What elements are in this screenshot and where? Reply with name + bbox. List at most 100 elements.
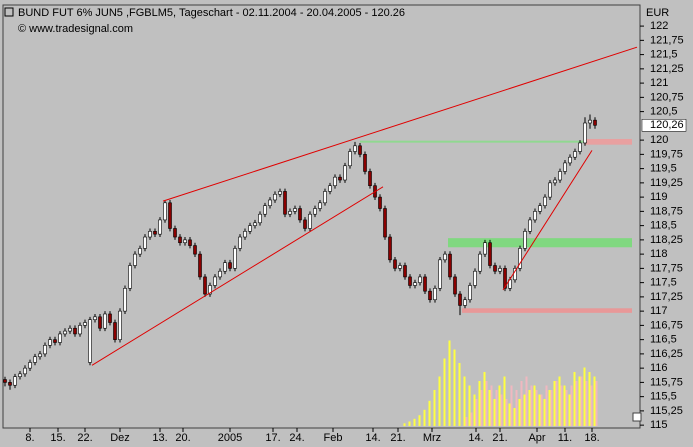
volume-bar — [583, 367, 586, 426]
candle-body — [358, 145, 362, 155]
candle-body — [463, 299, 467, 306]
candle-body — [248, 225, 252, 232]
candle-body — [103, 313, 107, 329]
volume-bar — [498, 385, 501, 426]
volume-bar — [463, 376, 466, 426]
candle-body — [498, 268, 502, 272]
candle-body — [273, 193, 277, 201]
candle-body — [283, 191, 287, 215]
last-price-box — [641, 119, 687, 132]
candle-body — [518, 248, 522, 269]
y-tick-label: 119,25 — [650, 177, 683, 189]
y-tick-label: 119 — [650, 191, 668, 203]
volume-bar — [508, 403, 511, 426]
x-tick-label: 14. — [468, 432, 483, 444]
candle-body — [253, 222, 257, 226]
y-tick-label: 118,5 — [650, 220, 677, 232]
candle-body — [438, 259, 442, 289]
candle-body — [123, 288, 127, 312]
volume-bar — [580, 376, 583, 426]
candle-body — [48, 339, 52, 346]
candle-body — [443, 253, 447, 261]
candle-body — [398, 265, 402, 269]
volume-bar — [483, 372, 486, 426]
candle-body — [378, 196, 382, 209]
candle-body — [478, 253, 482, 272]
volume-bar — [545, 385, 548, 426]
candle-body — [328, 185, 332, 192]
candle-body — [198, 253, 202, 278]
volume-bar — [468, 385, 471, 426]
x-tick-label: 22. — [77, 432, 92, 444]
candle-body — [468, 285, 472, 301]
x-tick-label: 2005 — [218, 432, 242, 444]
candle-body — [538, 205, 542, 212]
candle-body — [353, 145, 357, 152]
volume-bar — [520, 381, 523, 426]
volume-bar — [408, 421, 411, 426]
candle-body — [298, 208, 302, 221]
candle-body — [83, 322, 87, 326]
volume-bar — [515, 390, 518, 426]
volume-bar — [570, 385, 573, 426]
x-tick-label: 18. — [584, 432, 599, 444]
candle-body — [38, 353, 42, 358]
candle-body — [168, 202, 172, 229]
candle-body — [383, 208, 387, 238]
candle-body — [483, 242, 487, 255]
y-tick-label: 117,75 — [650, 262, 683, 274]
x-tick-label: Mrz — [423, 432, 441, 444]
volume-bar — [485, 381, 488, 426]
candle-body — [268, 199, 272, 206]
candle-body — [323, 191, 327, 204]
volume-bar — [470, 412, 473, 426]
candle-body — [548, 182, 552, 198]
volume-bar — [433, 390, 436, 426]
volume-bar — [448, 340, 451, 426]
volume-bar — [555, 381, 558, 426]
chart-title: BUND FUT 6% JUN5 ,FGBLM5, Tageschart - 0… — [18, 7, 405, 19]
volume-bar — [480, 390, 483, 426]
candle-body — [578, 142, 582, 152]
candle-body — [413, 282, 417, 286]
volume-bar — [578, 376, 581, 426]
volume-bar — [453, 349, 456, 426]
y-tick-label: 120 — [650, 134, 668, 146]
candle-body — [193, 245, 197, 255]
volume-bar — [548, 390, 551, 426]
candle-body — [233, 248, 237, 269]
volume-bar — [595, 381, 598, 426]
y-tick-label: 119,75 — [650, 148, 683, 160]
candle-body — [183, 239, 187, 244]
y-tick-label: 120,75 — [650, 91, 684, 103]
candle-body — [563, 162, 567, 172]
candle-body — [243, 231, 247, 238]
volume-bar — [423, 409, 426, 426]
band — [360, 140, 632, 143]
volume-bar — [510, 385, 513, 426]
y-tick-label: 116,25 — [650, 348, 683, 360]
candle-body — [528, 219, 532, 232]
volume-bar — [500, 394, 503, 426]
last-price-label: 120,26 — [650, 119, 684, 131]
candle-body — [573, 151, 577, 158]
y-tick-label: 121,25 — [650, 63, 684, 75]
volume-bar — [523, 394, 526, 426]
volume-bar — [528, 390, 531, 426]
volume-bar — [418, 415, 421, 426]
candle-body — [128, 265, 132, 289]
x-tick-label: 8. — [25, 432, 34, 444]
candle-body — [228, 262, 232, 269]
candle-body — [63, 330, 67, 335]
candle-body — [78, 325, 82, 335]
y-tick-label: 117,25 — [650, 291, 683, 303]
plot-area — [2, 4, 641, 429]
x-tick-label: Apr — [528, 432, 545, 444]
candle-body — [403, 265, 407, 278]
candle-body — [453, 276, 457, 295]
volume-bar — [540, 394, 543, 426]
volume-bar — [525, 376, 528, 426]
y-tick-label: 122 — [650, 20, 668, 32]
trendline — [502, 150, 593, 291]
